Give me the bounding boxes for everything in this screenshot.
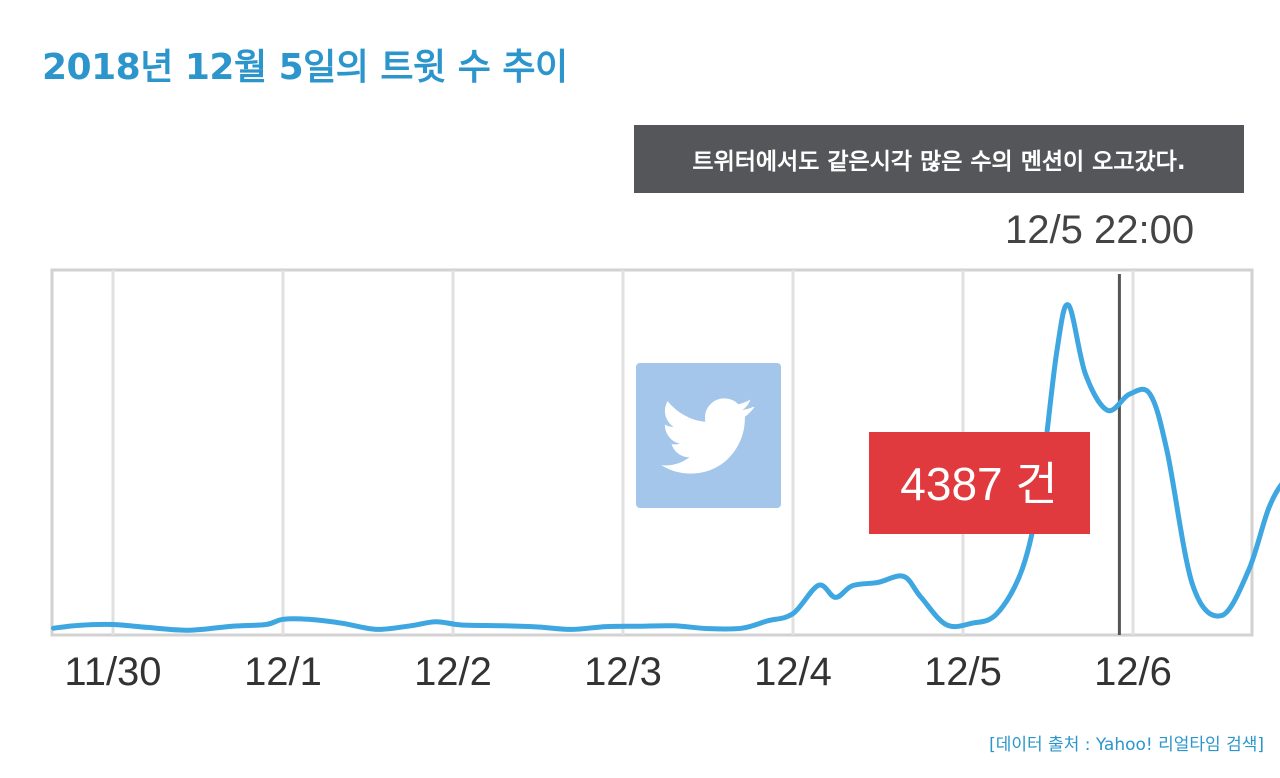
series-line [51,302,1280,633]
annotation-note: 트위터에서도 같은시각 많은 수의 멘션이 오고갔다. [634,125,1244,193]
twitter-tile [636,363,781,508]
value-callout: 4387 건 [869,432,1090,534]
annotation-note-text: 트위터에서도 같은시각 많은 수의 멘션이 오고갔다. [692,149,1186,175]
x-tick-label: 12/4 [754,650,832,694]
value-callout-bg [869,432,1090,534]
x-tick-label: 12/6 [1094,650,1172,694]
x-tick-label: 12/2 [414,650,492,694]
chart-title: 2018년 12월 5일의 트윗 수 추이 [42,47,568,88]
highlight-time-label: 12/5 22:00 [1005,208,1195,252]
value-callout-text: 4387 건 [900,458,1057,510]
x-tick-label: 12/3 [584,650,662,694]
x-tick-label: 12/1 [244,650,322,694]
x-tick-label: 11/30 [64,650,161,694]
x-tick-labels: 11/30 12/1 12/2 12/3 12/4 12/5 12/6 [64,650,1172,694]
data-source: [데이터 출처 : Yahoo! 리얼타임 검색] [989,735,1264,755]
x-tick-label: 12/5 [924,650,1002,694]
twitter-bird-icon [661,398,755,474]
